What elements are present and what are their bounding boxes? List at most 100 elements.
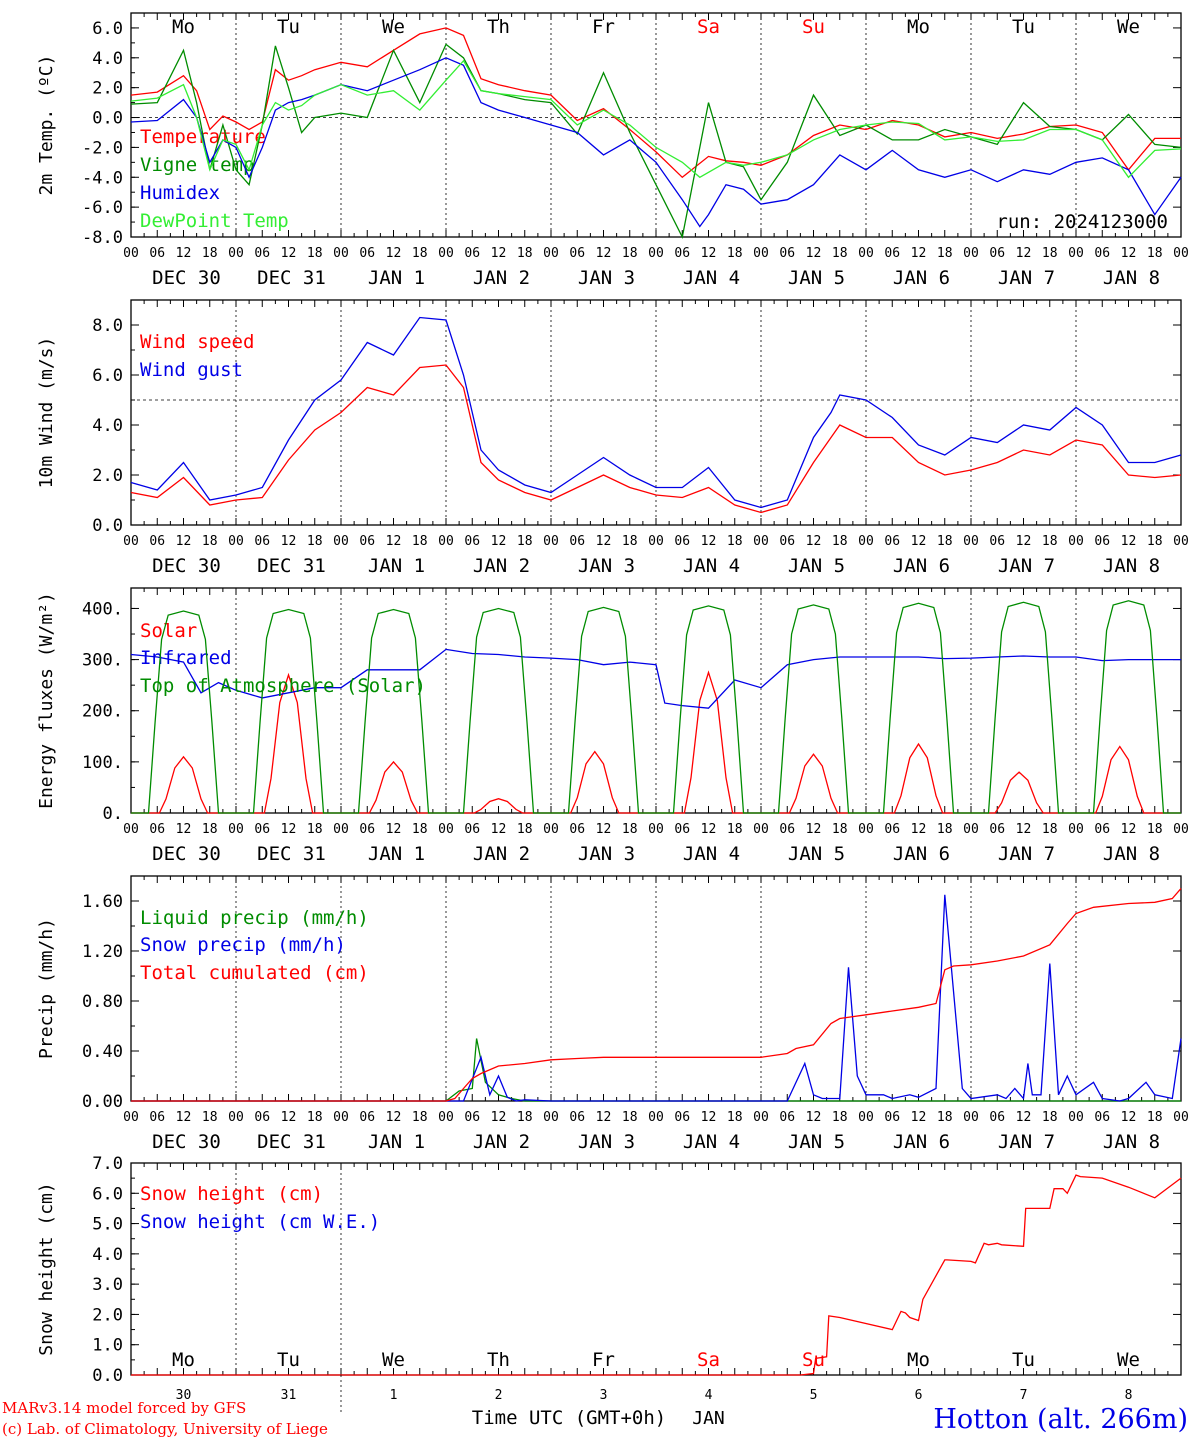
hour-label: 12 [1121, 1110, 1137, 1125]
hour-label: 00 [438, 534, 454, 549]
hour-label: 12 [1016, 822, 1032, 837]
hour-label: 06 [674, 246, 690, 261]
hour-label: 12 [911, 246, 927, 261]
hour-label: 12 [1121, 822, 1137, 837]
hour-label: 12 [386, 246, 402, 261]
y-tick-label: 0.00 [82, 1092, 123, 1112]
hour-label: 12 [281, 534, 297, 549]
date-label: JAN 4 [683, 267, 740, 289]
series-line-wind-speed [130, 364, 1182, 514]
hour-label: 06 [149, 822, 165, 837]
hour-label: 00 [543, 246, 559, 261]
date-label: JAN 4 [683, 1131, 740, 1153]
lab-credit: (c) Lab. of Climatology, University of L… [2, 1420, 328, 1438]
hour-label: 12 [176, 246, 192, 261]
weekday-label: We [1117, 16, 1140, 38]
y-tick-label: 1.60 [82, 892, 123, 912]
date-label: JAN 7 [998, 843, 1055, 865]
bottom-day-label: 31 [281, 1388, 297, 1403]
hour-label: 18 [412, 246, 428, 261]
date-label: JAN 3 [578, 1131, 635, 1153]
date-label: JAN 1 [368, 555, 425, 577]
x-axis-label: Time UTC (GMT+0h) [472, 1407, 666, 1429]
hour-label: 00 [963, 534, 979, 549]
series-line-total-cumulated-cm- [131, 888, 1182, 1102]
run-label: run: 2024123000 [996, 211, 1168, 233]
y-tick-label: 4.0 [92, 49, 123, 69]
y-tick-label: -8.0 [82, 228, 123, 248]
bottom-day-label: 2 [495, 1388, 503, 1403]
hour-label: 06 [779, 822, 795, 837]
hour-label: 06 [359, 534, 375, 549]
y-tick-label: 2.0 [92, 79, 123, 99]
hour-label: 12 [1016, 246, 1032, 261]
hour-label: 12 [176, 822, 192, 837]
weekday-label: Su [802, 16, 825, 38]
date-label: JAN 2 [473, 555, 530, 577]
hour-label: 00 [1068, 822, 1084, 837]
hour-label: 00 [228, 246, 244, 261]
hour-label: 00 [648, 534, 664, 549]
weekday-label: Mo [172, 16, 195, 38]
hour-label: 06 [1094, 822, 1110, 837]
hour-label: 00 [333, 246, 349, 261]
y-tick-label: 200. [82, 702, 123, 722]
hour-label: 00 [228, 822, 244, 837]
hour-label: 06 [254, 822, 270, 837]
weekday-label: Tu [277, 1349, 300, 1371]
hour-label: 12 [701, 246, 717, 261]
hour-label: 18 [727, 534, 743, 549]
legend-entry: Total cumulated (cm) [140, 962, 369, 984]
y-tick-label: 0.80 [82, 992, 123, 1012]
series-line-temperature [130, 27, 1181, 179]
weekday-label: Mo [907, 16, 930, 38]
hour-label: 18 [412, 822, 428, 837]
y-tick-label: 400. [82, 599, 123, 619]
y-tick-label: 0.40 [82, 1042, 123, 1062]
y-axis-label: Energy fluxes (W/m²) [36, 592, 57, 809]
date-label: JAN 2 [473, 843, 530, 865]
hour-label: 00 [648, 822, 664, 837]
hour-label: 06 [359, 1110, 375, 1125]
hour-label: 00 [228, 534, 244, 549]
bottom-day-label: 7 [1020, 1388, 1028, 1403]
y-axis-label: Precip (mm/h) [36, 918, 57, 1059]
hour-label: 18 [307, 1110, 323, 1125]
hour-label: 00 [543, 822, 559, 837]
date-label: DEC 30 [152, 1131, 221, 1153]
weekday-label: We [382, 16, 405, 38]
panel-2: 8.0 6.0 4.0 2.0 0.0 10m Wind (m/s) 00 06 12 18 00 0… [36, 299, 1189, 577]
hour-label: 06 [1094, 246, 1110, 261]
date-label: JAN 5 [788, 555, 845, 577]
date-label: JAN 6 [893, 1131, 950, 1153]
hour-label: 06 [359, 822, 375, 837]
bottom-day-label: 4 [705, 1388, 713, 1403]
hour-label: 00 [438, 246, 454, 261]
hour-label: 00 [753, 1110, 769, 1125]
hour-label: 06 [569, 534, 585, 549]
legend-entry: Top of Atmosphere (Solar) [140, 675, 426, 697]
hour-label: 00 [963, 246, 979, 261]
weekday-label: Sa [697, 1349, 720, 1371]
hour-label: 18 [1042, 1110, 1058, 1125]
date-label: JAN 7 [998, 267, 1055, 289]
hour-label: 12 [806, 822, 822, 837]
panel-3: 400. 300. 200. 100. 0. Energy fluxes (W/m²) 00… [36, 587, 1189, 865]
hour-label: 00 [1173, 246, 1189, 261]
weekday-label: Mo [907, 1349, 930, 1371]
hour-label: 06 [989, 534, 1005, 549]
date-label: JAN 4 [683, 843, 740, 865]
hour-label: 00 [123, 822, 139, 837]
hour-label: 12 [1016, 534, 1032, 549]
hour-label: 18 [517, 1110, 533, 1125]
hour-label: 06 [464, 246, 480, 261]
date-label: JAN 2 [473, 267, 530, 289]
hour-label: 12 [701, 1110, 717, 1125]
hour-label: 18 [622, 534, 638, 549]
hour-label: 18 [1147, 246, 1163, 261]
y-tick-label: 1.20 [82, 942, 123, 962]
hour-label: 12 [491, 1110, 507, 1125]
hour-label: 12 [386, 1110, 402, 1125]
series-line-snow-precip-mm-h- [131, 894, 1182, 1102]
